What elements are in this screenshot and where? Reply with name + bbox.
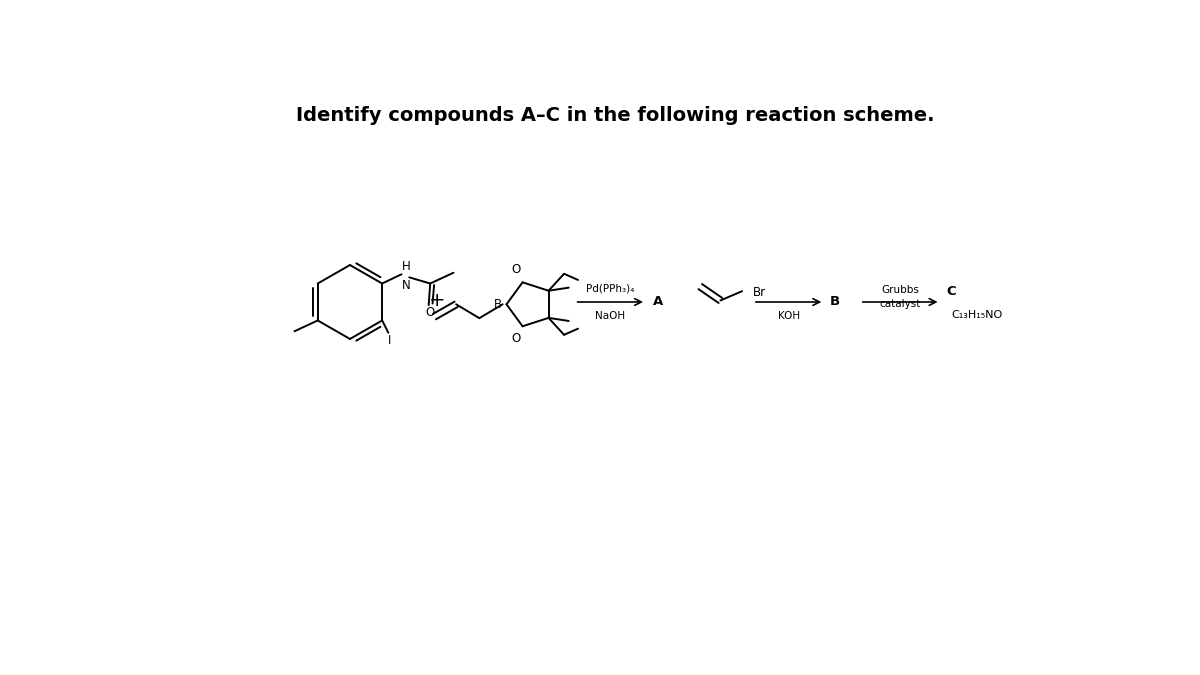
Text: H: H <box>402 260 410 273</box>
Text: +: + <box>428 291 445 310</box>
Text: Br: Br <box>752 286 766 299</box>
Text: Pd(PPh₃)₄: Pd(PPh₃)₄ <box>586 283 635 293</box>
Text: N: N <box>402 279 410 292</box>
Text: Identify compounds A–C in the following reaction scheme.: Identify compounds A–C in the following … <box>295 106 935 125</box>
Text: O: O <box>426 306 434 319</box>
Text: I: I <box>389 334 391 347</box>
Text: B: B <box>830 296 840 308</box>
Text: B: B <box>493 298 502 310</box>
Text: O: O <box>511 263 521 276</box>
Text: A: A <box>653 296 662 308</box>
Text: NaOH: NaOH <box>595 311 625 321</box>
Text: C₁₃H₁₅NO: C₁₃H₁₅NO <box>952 310 1003 320</box>
Text: KOH: KOH <box>778 311 799 321</box>
Text: catalyst: catalyst <box>880 298 920 308</box>
Text: C: C <box>947 285 956 298</box>
Text: Grubbs: Grubbs <box>881 285 919 295</box>
Text: O: O <box>511 332 521 346</box>
